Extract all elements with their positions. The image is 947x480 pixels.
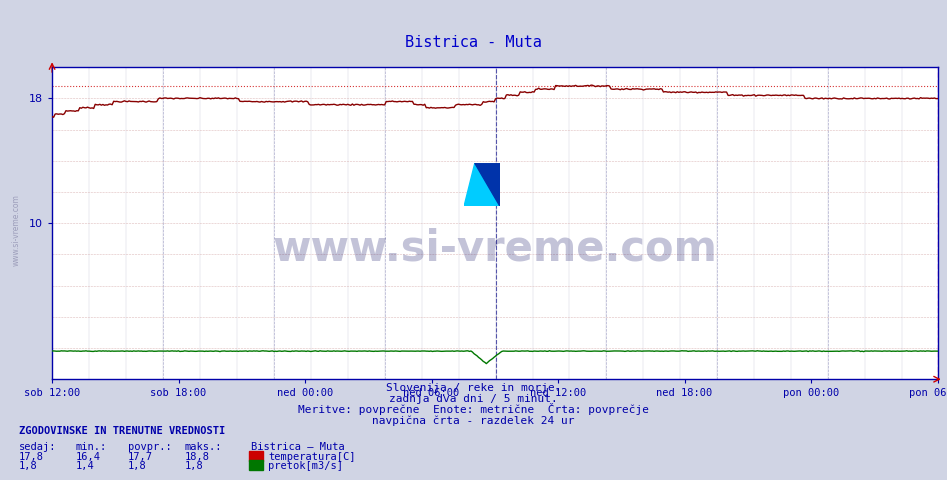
Text: 18,8: 18,8 bbox=[185, 452, 209, 462]
Text: pretok[m3/s]: pretok[m3/s] bbox=[268, 461, 343, 471]
Text: 1,8: 1,8 bbox=[19, 461, 38, 471]
Text: Slovenija / reke in morje.: Slovenija / reke in morje. bbox=[385, 383, 562, 393]
Text: Bistrica – Muta: Bistrica – Muta bbox=[251, 442, 345, 452]
Text: 1,4: 1,4 bbox=[76, 461, 95, 471]
Text: temperatura[C]: temperatura[C] bbox=[268, 452, 355, 462]
Text: maks.:: maks.: bbox=[185, 442, 223, 452]
Text: 1,8: 1,8 bbox=[128, 461, 147, 471]
Text: 1,8: 1,8 bbox=[185, 461, 204, 471]
Text: 17,7: 17,7 bbox=[128, 452, 152, 462]
Text: Meritve: povprečne  Enote: metrične  Črta: povprečje: Meritve: povprečne Enote: metrične Črta:… bbox=[298, 403, 649, 415]
Text: www.si-vreme.com: www.si-vreme.com bbox=[11, 194, 21, 266]
Text: www.si-vreme.com: www.si-vreme.com bbox=[273, 227, 717, 269]
Text: sedaj:: sedaj: bbox=[19, 442, 57, 452]
Text: 16,4: 16,4 bbox=[76, 452, 100, 462]
Text: min.:: min.: bbox=[76, 442, 107, 452]
Polygon shape bbox=[474, 163, 500, 206]
Text: zadnja dva dni / 5 minut.: zadnja dva dni / 5 minut. bbox=[389, 394, 558, 404]
Polygon shape bbox=[464, 163, 500, 206]
Text: navpična črta - razdelek 24 ur: navpična črta - razdelek 24 ur bbox=[372, 416, 575, 426]
Text: Bistrica - Muta: Bistrica - Muta bbox=[405, 36, 542, 50]
Text: 17,8: 17,8 bbox=[19, 452, 44, 462]
Text: ZGODOVINSKE IN TRENUTNE VREDNOSTI: ZGODOVINSKE IN TRENUTNE VREDNOSTI bbox=[19, 426, 225, 436]
Text: povpr.:: povpr.: bbox=[128, 442, 171, 452]
